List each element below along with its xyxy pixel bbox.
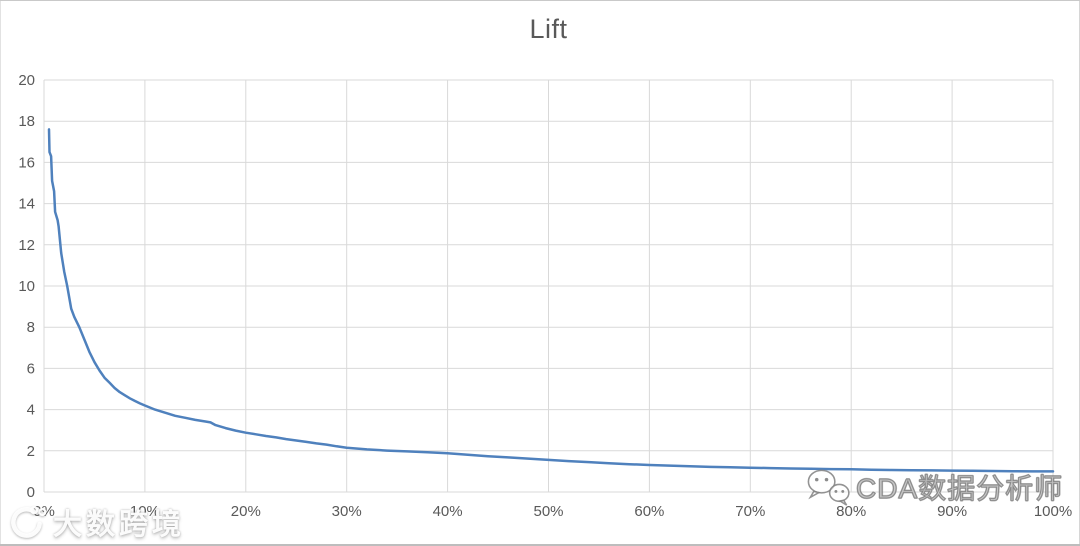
x-axis-tick-label: 0% bbox=[33, 503, 55, 520]
watermark-dashukuajing: 大数跨境 bbox=[6, 501, 185, 543]
x-axis-tick-label: 80% bbox=[836, 503, 866, 520]
x-axis-tick-label: 60% bbox=[634, 503, 664, 520]
y-axis-tick-label: 2 bbox=[27, 443, 35, 460]
y-axis-tick-label: 6 bbox=[27, 360, 35, 377]
y-axis-tick-label: 14 bbox=[18, 196, 35, 213]
x-axis-tick-label: 30% bbox=[332, 503, 362, 520]
y-axis-tick-label: 4 bbox=[27, 402, 35, 419]
y-axis-tick-label: 10 bbox=[18, 278, 35, 295]
x-axis-tick-label: 20% bbox=[231, 503, 261, 520]
x-axis-tick-label: 50% bbox=[533, 503, 563, 520]
x-axis-tick-label: 40% bbox=[433, 503, 463, 520]
wechat-icon bbox=[807, 469, 850, 506]
x-axis-tick-label: 90% bbox=[937, 503, 967, 520]
chart-title: Lift bbox=[529, 14, 568, 44]
watermark-cda: CDA数据分析师 bbox=[804, 466, 1063, 508]
watermark-right-text: CDA数据分析师 bbox=[855, 472, 1064, 504]
lift-series-line bbox=[47, 128, 1055, 473]
x-axis-tick-label: 10% bbox=[130, 503, 160, 520]
x-axis-tick-label: 70% bbox=[735, 503, 765, 520]
dashukuajing-logo-icon bbox=[11, 506, 46, 538]
y-axis-tick-label: 8 bbox=[27, 319, 35, 336]
y-axis-tick-label: 0 bbox=[27, 484, 35, 501]
y-axis-tick-label: 12 bbox=[18, 237, 35, 254]
watermark-left-text: 大数跨境 bbox=[53, 509, 186, 541]
y-axis-tick-label: 20 bbox=[18, 72, 35, 89]
y-axis-tick-label: 18 bbox=[18, 113, 35, 130]
x-axis-tick-label: 100% bbox=[1034, 503, 1072, 520]
y-axis-tick-label: 16 bbox=[18, 154, 35, 171]
